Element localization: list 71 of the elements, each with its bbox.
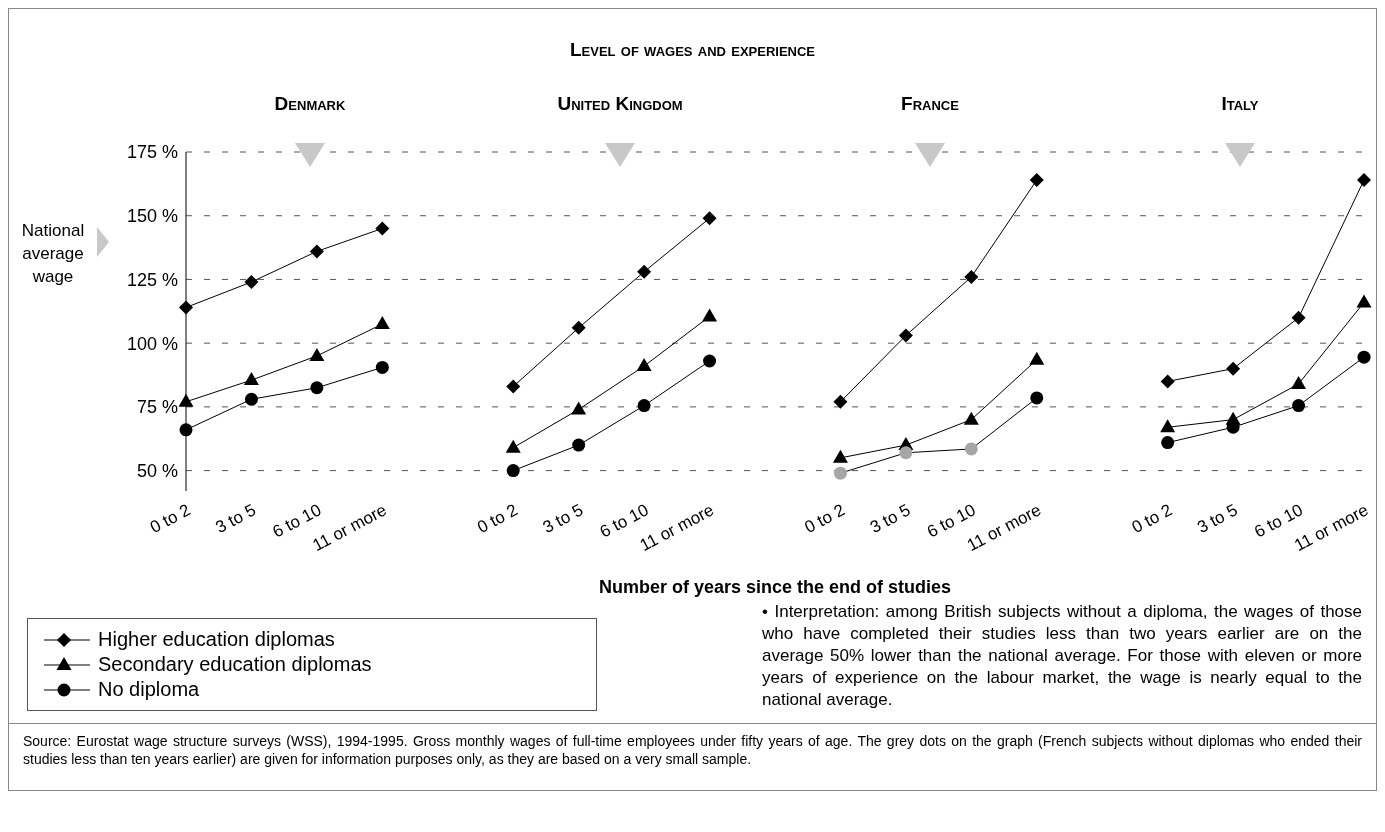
point bbox=[506, 464, 520, 478]
point bbox=[702, 308, 718, 322]
source-note: Source: Eurostat wage structure surveys (WSS), 1994-1995. Gross monthly wages of full-time employees under fifty years of age. The grey dots on the graph (French subjects without diplomas who ended their studies less than ten years earlier) are given for information purposes only, as they are based on a very small sample. bbox=[9, 723, 1376, 790]
text: United Kingdom bbox=[556, 93, 684, 115]
point bbox=[506, 379, 521, 394]
x-tick-label: 3 to 5 bbox=[539, 500, 587, 538]
point bbox=[309, 244, 324, 259]
point bbox=[1030, 391, 1044, 405]
point bbox=[505, 439, 521, 453]
point bbox=[571, 320, 586, 335]
legend-label: Secondary education diplomas bbox=[98, 653, 372, 676]
point bbox=[703, 354, 717, 368]
legend-label: Higher education diplomas bbox=[98, 628, 335, 651]
point bbox=[963, 411, 979, 425]
point bbox=[1160, 374, 1175, 389]
x-tick-label: 3 to 5 bbox=[212, 500, 259, 538]
point bbox=[1029, 173, 1044, 188]
y-tick-label: 100 % bbox=[126, 333, 178, 354]
point bbox=[178, 393, 194, 407]
chart-title: Level of wages and experience bbox=[568, 39, 817, 61]
point bbox=[832, 449, 848, 463]
point bbox=[1226, 361, 1241, 376]
point bbox=[310, 381, 324, 395]
point bbox=[964, 269, 979, 284]
x-tick-label: 0 to 2 bbox=[1128, 500, 1176, 538]
y-tick-label: 75 % bbox=[136, 397, 178, 418]
point bbox=[637, 399, 651, 413]
point bbox=[833, 466, 847, 480]
point bbox=[1029, 351, 1045, 365]
x-tick-label: 0 to 2 bbox=[474, 500, 521, 538]
x-tick-label: 0 to 2 bbox=[801, 500, 848, 538]
point bbox=[702, 211, 717, 226]
point bbox=[964, 442, 978, 456]
point bbox=[833, 394, 848, 409]
x-tick-label: 3 to 5 bbox=[866, 500, 914, 538]
point bbox=[375, 221, 390, 236]
point bbox=[1292, 399, 1306, 413]
legend-label: No diploma bbox=[98, 678, 200, 701]
point bbox=[309, 347, 325, 361]
y-tick-label: 125 % bbox=[126, 269, 178, 290]
point bbox=[637, 264, 652, 279]
text: • Interpretation: among British subjects without a diploma, the wages of those who have completed their studies less than two years earlier are on the average 50% lower than the national average. For those with eleven or more years of experience on the labour market, the wage is nearly equal to the national average. bbox=[762, 601, 1362, 711]
point bbox=[243, 372, 259, 386]
point bbox=[244, 392, 258, 406]
point bbox=[1161, 436, 1175, 450]
point bbox=[1291, 310, 1306, 325]
point bbox=[571, 401, 587, 415]
point bbox=[374, 316, 390, 330]
text: Denmark bbox=[273, 93, 347, 115]
point bbox=[375, 360, 389, 374]
x-axis-title: Number of years since the end of studies bbox=[598, 577, 952, 597]
point bbox=[1160, 419, 1176, 433]
point bbox=[244, 274, 259, 289]
point bbox=[636, 358, 652, 372]
point bbox=[179, 300, 193, 315]
x-tick-label: 3 to 5 bbox=[1194, 500, 1241, 538]
point bbox=[1357, 173, 1371, 188]
y-axis-title: National average wage bbox=[20, 220, 86, 288]
point bbox=[1291, 375, 1307, 389]
y-tick-label: 175 % bbox=[126, 142, 178, 163]
point bbox=[572, 438, 586, 452]
x-tick-label: 0 to 2 bbox=[147, 500, 194, 538]
text: France bbox=[900, 93, 960, 115]
y-tick-label: 50 % bbox=[136, 461, 178, 481]
point bbox=[1357, 350, 1371, 364]
y-tick-label: 150 % bbox=[126, 206, 178, 227]
point bbox=[898, 328, 913, 343]
point bbox=[179, 423, 193, 437]
point bbox=[899, 446, 913, 460]
point bbox=[1356, 294, 1372, 308]
text: Italy bbox=[1220, 93, 1260, 115]
